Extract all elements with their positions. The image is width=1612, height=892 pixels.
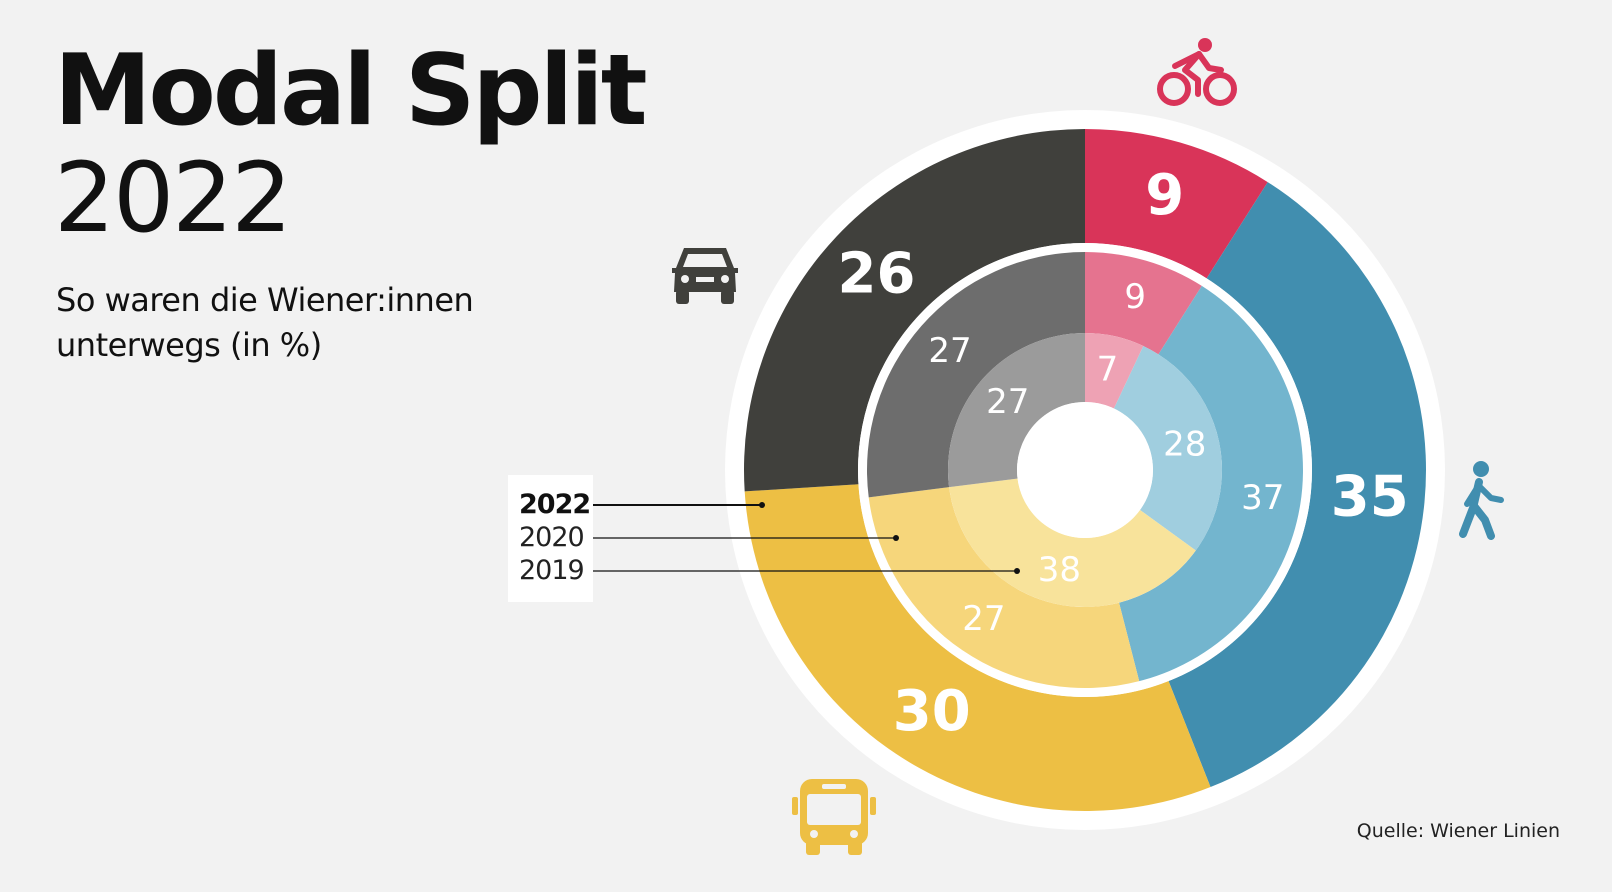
value-label-2020-bicycle: 9 [1124, 277, 1146, 317]
value-label-2022-bicycle: 9 [1145, 163, 1184, 228]
legend-dot-2022 [759, 502, 765, 508]
value-label-2020-pedestrian: 37 [1241, 478, 1284, 518]
bicycle-icon [1157, 38, 1237, 106]
slice-2022-car [744, 129, 1085, 492]
legend-entry-2022: 2022 [519, 489, 591, 520]
source-note: Quelle: Wiener Linien [1356, 820, 1560, 842]
legend-dot-2019 [1014, 568, 1020, 574]
slice-2020-car [867, 252, 1085, 498]
value-label-2020-bus: 27 [962, 599, 1005, 639]
chart-title-line2: 2022 [54, 142, 292, 254]
value-label-2019-pedestrian: 28 [1163, 424, 1206, 464]
legend-dot-2020 [893, 535, 899, 541]
pedestrian-icon [1459, 461, 1504, 540]
chart-title-line1: Modal Split [54, 34, 648, 148]
value-label-2019-car: 27 [986, 382, 1029, 422]
value-label-2020-car: 27 [928, 331, 971, 371]
slice-2022-pedestrian [1168, 182, 1426, 788]
value-label-2022-bus: 30 [893, 679, 971, 744]
slice-2022-bicycle [1085, 129, 1268, 279]
slice-2019-bus [949, 478, 1196, 607]
value-label-2019-bicycle: 7 [1097, 349, 1119, 389]
slice-2020-bicycle [1085, 252, 1202, 355]
value-labels: 9 35 30 26 9 37 27 27 7 28 38 27 [838, 163, 1409, 744]
value-label-2019-bus: 38 [1038, 550, 1081, 590]
legend-leader-lines [585, 502, 1020, 574]
value-label-2022-pedestrian: 35 [1331, 464, 1409, 529]
ring-2019 [947, 333, 1222, 607]
slice-2022-bus [744, 484, 1211, 811]
center-hole [1017, 402, 1153, 538]
ring-2022 [744, 129, 1426, 811]
car-icon [672, 248, 738, 304]
legend-entry-2019: 2019 [519, 555, 585, 586]
value-label-2022-car: 26 [838, 242, 916, 307]
slice-2019-pedestrian [1113, 346, 1222, 551]
slice-2019-car [947, 333, 1085, 488]
slice-2020-bus [868, 487, 1140, 688]
legend-box [508, 475, 593, 602]
legend-entry-2020: 2020 [519, 522, 585, 553]
ring-2020 [867, 252, 1303, 688]
bus-icon [792, 779, 876, 855]
chart-subtitle: So waren die Wiener:innen unterwegs (in … [56, 281, 474, 364]
slice-2020-pedestrian [1119, 285, 1303, 682]
slice-2019-bicycle [1085, 333, 1144, 409]
